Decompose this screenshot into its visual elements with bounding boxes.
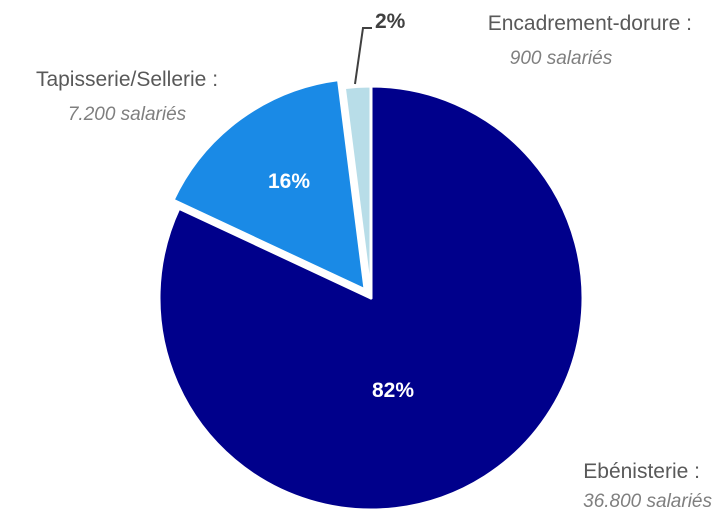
category-detail-ebenisterie: 36.800 salariés bbox=[583, 491, 712, 512]
slice-percent-label-ebenisterie: 82% bbox=[372, 379, 414, 402]
labels-layer: 82% Ebénisterie : 36.800 salariés 16% Ta… bbox=[36, 10, 713, 512]
category-label-encadrement: Encadrement-dorure : bbox=[488, 12, 692, 35]
slice-percent-label-tapisserie: 16% bbox=[268, 170, 310, 193]
category-detail-tapisserie: 7.200 salariés bbox=[68, 104, 187, 125]
slices-layer bbox=[157, 78, 585, 512]
slice-percent-label-encadrement: 2% bbox=[375, 10, 406, 33]
category-detail-encadrement: 900 salariés bbox=[510, 48, 613, 69]
category-label-ebenisterie: Ebénisterie : bbox=[583, 460, 700, 483]
leader-line bbox=[354, 27, 372, 85]
category-label-tapisserie: Tapisserie/Sellerie : bbox=[36, 68, 218, 91]
pie-slice-encadrement bbox=[342, 84, 373, 300]
pie-slice-tapisserie bbox=[171, 78, 367, 292]
